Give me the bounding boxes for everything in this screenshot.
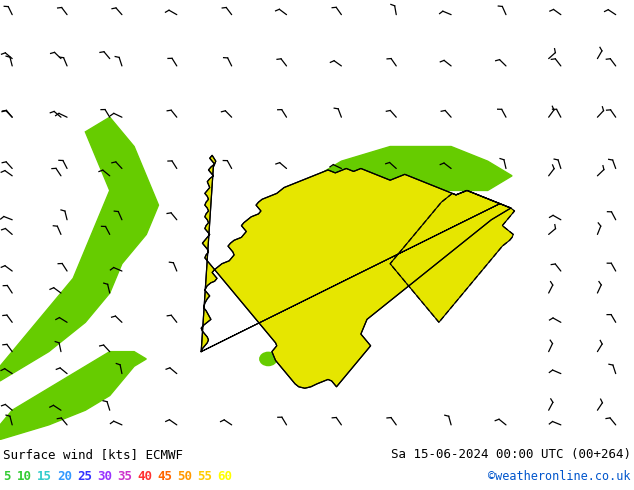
Ellipse shape: [259, 352, 278, 367]
Text: 60: 60: [217, 470, 232, 483]
Text: Surface wind [kts] ECMWF: Surface wind [kts] ECMWF: [3, 447, 183, 461]
Text: 50: 50: [177, 470, 192, 483]
Text: 45: 45: [157, 470, 172, 483]
Text: 25: 25: [77, 470, 92, 483]
Text: 40: 40: [137, 470, 152, 483]
Polygon shape: [201, 155, 515, 388]
Text: Sa 15-06-2024 00:00 UTC (00+264): Sa 15-06-2024 00:00 UTC (00+264): [391, 447, 631, 461]
Text: 20: 20: [57, 470, 72, 483]
Text: 55: 55: [197, 470, 212, 483]
Polygon shape: [0, 352, 146, 440]
Polygon shape: [0, 117, 158, 381]
Text: 15: 15: [37, 470, 52, 483]
Text: 5: 5: [3, 470, 11, 483]
Ellipse shape: [295, 245, 326, 268]
Text: 30: 30: [97, 470, 112, 483]
Text: ©weatheronline.co.uk: ©weatheronline.co.uk: [489, 470, 631, 483]
Text: 10: 10: [17, 470, 32, 483]
Text: 35: 35: [117, 470, 132, 483]
Polygon shape: [317, 147, 512, 191]
